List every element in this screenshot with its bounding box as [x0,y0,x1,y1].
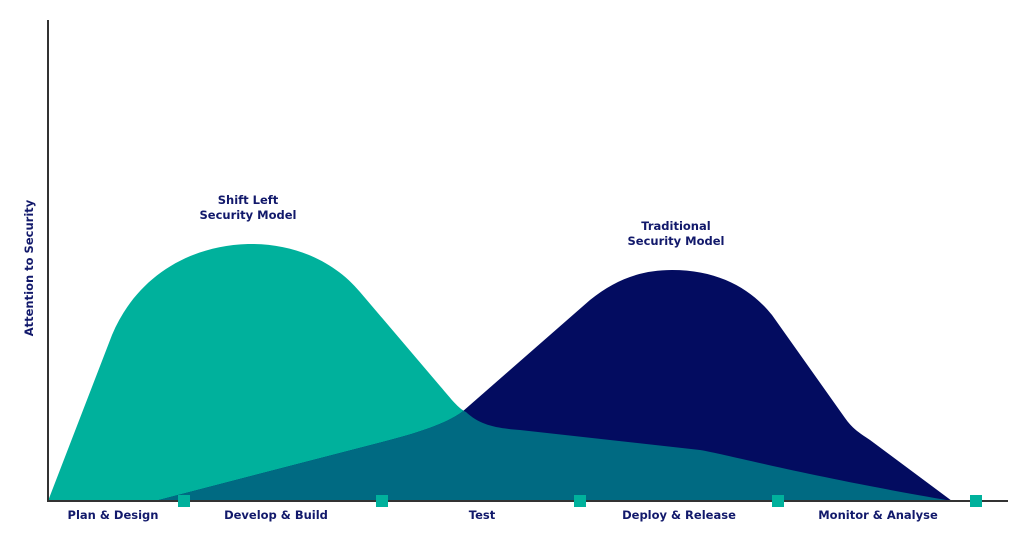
traditional-label-line2: Security Model [627,234,725,248]
shift-left-label-line1: Shift Left [217,193,279,207]
stage-label-test: Test [468,508,496,522]
marker-monitor-analyse-start [772,495,784,507]
stage-label-plan-design: Plan & Design [67,508,159,522]
stage-label-develop-build: Develop & Build [224,508,328,522]
stage-label-monitor-analyse: Monitor & Analyse [818,508,938,522]
shift-left-label-line2: Security Model [199,208,297,222]
traditional-curve [155,270,952,501]
marker-deploy-release-start [574,495,586,507]
marker-end [970,495,982,507]
shift-left-label: Shift Left Security Model [186,193,310,223]
traditional-label: Traditional Security Model [614,219,738,249]
marker-develop-build-start [178,495,190,507]
traditional-label-line1: Traditional [641,219,711,233]
y-axis-title: Attention to Security [22,199,36,337]
marker-test-start [376,495,388,507]
stage-label-deploy-release: Deploy & Release [622,508,736,522]
shift-left-curve [48,243,952,502]
